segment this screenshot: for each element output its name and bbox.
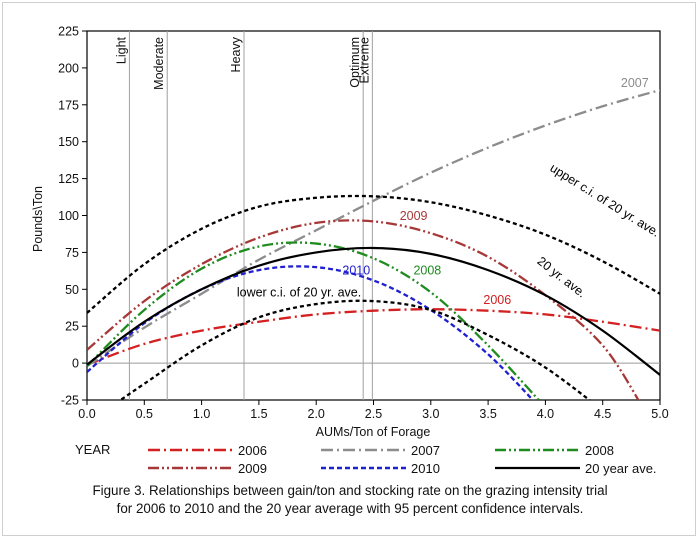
caption-line-2: for 2006 to 2010 and the 20 year average… xyxy=(116,501,584,516)
x-tick-label: 0.5 xyxy=(136,407,153,421)
legend-title: YEAR xyxy=(75,442,110,457)
y-axis-label: Pounds\Ton xyxy=(31,186,45,252)
legend-label-20-year-ave: 20 year ave. xyxy=(585,461,657,476)
x-tick-label: 1.0 xyxy=(193,407,210,421)
annotation-lower-c-i-of-20-yr-ave: lower c.i. of 20 yr. ave. xyxy=(237,286,361,300)
annotation-2009: 2009 xyxy=(400,209,428,223)
y-tick-label: 225 xyxy=(58,25,79,39)
series-layer xyxy=(87,88,660,400)
reference-label-heavy: Heavy xyxy=(229,36,243,72)
series-line-2008 xyxy=(87,241,541,400)
series-line-2009 xyxy=(87,219,640,400)
series-line-20-year-ave xyxy=(87,246,660,376)
x-tick-label: 4.0 xyxy=(537,407,554,421)
legend-label-2008: 2008 xyxy=(585,443,614,458)
y-tick-label: -25 xyxy=(61,394,79,408)
figure-caption: Figure 3. Relationships between gain/ton… xyxy=(0,482,700,518)
plot-area xyxy=(86,30,661,401)
y-tick-label: 75 xyxy=(65,246,79,260)
x-tick-label: 5.0 xyxy=(651,407,668,421)
y-tick-label: 175 xyxy=(58,98,79,112)
x-tick-label: 3.0 xyxy=(422,407,439,421)
x-tick-label: 2.0 xyxy=(308,407,325,421)
y-tick-label: 100 xyxy=(58,209,79,223)
y-tick-label: 125 xyxy=(58,172,79,186)
series-line-2006 xyxy=(87,308,660,366)
axes: 0.0 0.5 1.0 1.5 2.0 2.5 3.0 3.5 4.0 4.5 5.0 -25 0 25 5… xyxy=(58,25,669,422)
legend-label-2010: 2010 xyxy=(411,461,440,476)
x-axis-label: AUMs/Ton of Forage xyxy=(316,425,431,439)
annotation-2010: 2010 xyxy=(342,264,370,278)
legend: YEAR 2006 2007 2008 2009 2010 20 year ave. xyxy=(75,442,657,476)
reference-label-optimum: Optimum xyxy=(348,37,362,88)
annotation-2006: 2006 xyxy=(483,293,511,307)
y-tick-label: 200 xyxy=(58,61,79,75)
x-tick-label: 1.5 xyxy=(250,407,267,421)
series-line-upper-c-i-of-20-yr-ave xyxy=(87,194,660,314)
y-tick-label: 150 xyxy=(58,135,79,149)
caption-line-1: Figure 3. Relationships between gain/ton… xyxy=(92,483,608,498)
legend-label-2006: 2006 xyxy=(238,443,267,458)
reference-label-extreme: Extreme xyxy=(357,37,371,84)
annotation-upper-c-i-of-20-yr-ave: upper c.i. of 20 yr. ave. xyxy=(547,161,662,240)
x-tick-label: 2.5 xyxy=(365,407,382,421)
series-line-lower-c-i-of-20-yr-ave xyxy=(118,299,592,400)
legend-label-2009: 2009 xyxy=(238,461,267,476)
y-tick-label: 25 xyxy=(65,320,79,334)
x-tick-label: 4.5 xyxy=(594,407,611,421)
annotation-2008: 2008 xyxy=(413,264,441,278)
reference-label-light: Light xyxy=(114,36,128,64)
x-tick-label: 0.0 xyxy=(78,407,95,421)
annotation-2007: 2007 xyxy=(621,76,649,90)
x-tick-label: 3.5 xyxy=(479,407,496,421)
plot-frame xyxy=(86,30,661,401)
y-tick-label: 50 xyxy=(65,283,79,297)
reference-label-moderate: Moderate xyxy=(152,37,166,90)
y-tick-label: 0 xyxy=(72,357,79,371)
series-line-2007 xyxy=(87,88,660,368)
legend-label-2007: 2007 xyxy=(411,443,440,458)
